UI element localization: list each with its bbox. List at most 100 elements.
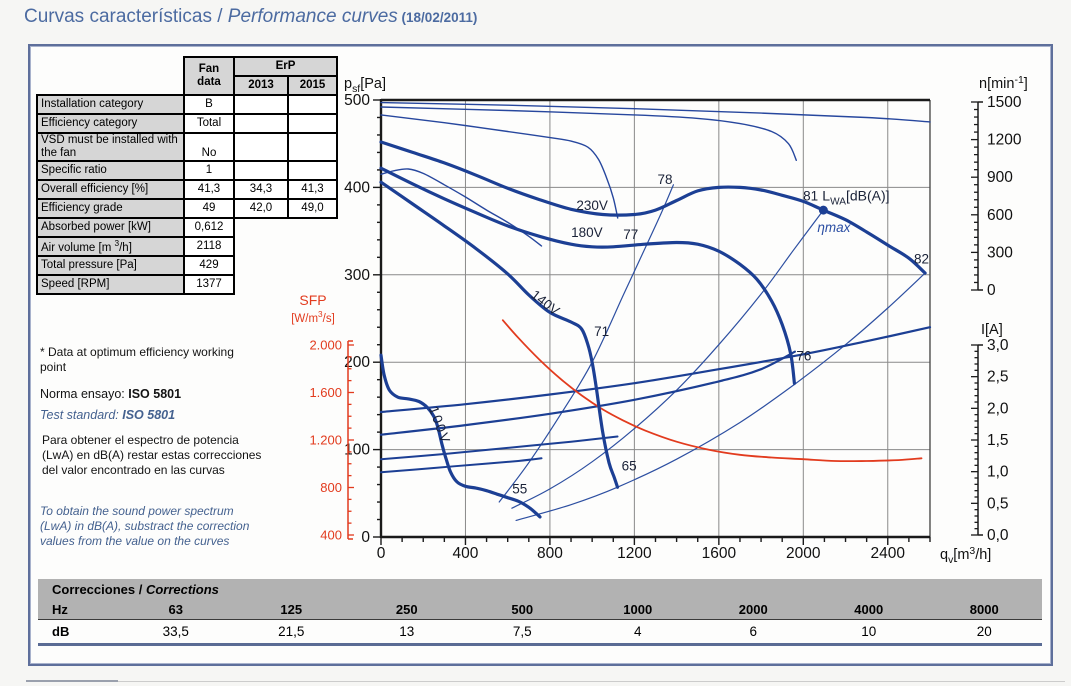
corrections-db-value: 7,5 xyxy=(464,619,580,645)
svg-text:n[min-1]: n[min-1] xyxy=(979,75,1028,92)
page-title: Curvas características / Performance cur… xyxy=(24,6,477,28)
fan-table-row-label: Installation category xyxy=(36,94,185,115)
svg-text:900: 900 xyxy=(987,169,1013,186)
note-test: Test standard: ISO 5801 xyxy=(40,408,175,424)
chart-label-180v: 180V xyxy=(571,225,603,240)
note-es: Para obtener el espectro de potencia (Lw… xyxy=(42,433,262,477)
fan-table-row-label: Specific ratio xyxy=(36,160,185,182)
chart-label-100v: 100V xyxy=(426,404,454,446)
corrections-db-value: 4 xyxy=(580,619,696,645)
note-star: * Data at optimum efficiency working poi… xyxy=(40,345,234,374)
corrections-db-value: 20 xyxy=(926,619,1042,645)
curve-pressure-140V xyxy=(379,180,620,489)
fan-table-erp-2013 xyxy=(233,113,289,134)
svg-text:1,5: 1,5 xyxy=(987,432,1009,449)
fan-table-row-value: 1 xyxy=(183,160,235,182)
performance-chart: 0 400 800 1200 1600 2000 2400 0 100 200 300 400 500p… xyxy=(291,75,1028,566)
note-test-value: ISO 5801 xyxy=(122,408,176,422)
chart-label-81: 81 xyxy=(803,189,818,204)
svg-text:500: 500 xyxy=(344,92,370,109)
chart-label-77: 77 xyxy=(623,227,638,242)
svg-text:psf[Pa]: psf[Pa] xyxy=(344,76,386,95)
svg-text:2000: 2000 xyxy=(786,545,821,562)
svg-text:300: 300 xyxy=(987,244,1013,261)
fan-table-erp-2013 xyxy=(233,94,289,115)
fan-table-erp-2015: 49,0 xyxy=(287,198,338,220)
svg-text:0: 0 xyxy=(377,545,386,562)
fan-table-erp-2013 xyxy=(233,160,289,182)
svg-text:2,0: 2,0 xyxy=(987,400,1009,417)
fan-table-cell xyxy=(37,76,184,95)
svg-text:300: 300 xyxy=(344,267,370,284)
fan-table-header-2015: 2015 xyxy=(287,75,338,96)
svg-text:2.000: 2.000 xyxy=(309,338,342,353)
curve-speed-180V xyxy=(380,106,797,161)
note-norma: Norma ensayo: ISO 5801 xyxy=(40,387,181,403)
corrections-freq: 2000 xyxy=(695,599,811,620)
corrections-freq: 8000 xyxy=(926,599,1042,620)
performance-chart-wrap: 0 400 800 1200 1600 2000 2400 0 100 200 300 400 500 p… xyxy=(280,58,1055,580)
svg-text:400: 400 xyxy=(453,545,479,562)
fan-table-header-2013: 2013 xyxy=(233,75,289,96)
svg-text:1500: 1500 xyxy=(987,94,1022,111)
note-norma-prefix: Norma ensayo: xyxy=(40,387,129,401)
fan-data-table-body: Fan data ErP 2013 2015 Installation category B… xyxy=(36,56,338,296)
svg-text:200: 200 xyxy=(344,354,370,371)
title-en: Performance curves xyxy=(227,6,398,27)
svg-text:3,0: 3,0 xyxy=(987,337,1009,354)
corrections-db-value: 6 xyxy=(695,619,811,645)
chart-label-82: 82 xyxy=(914,251,929,266)
svg-text:2400: 2400 xyxy=(871,545,906,562)
chart-label-140v: 140V xyxy=(528,287,562,318)
curve-system-line-55-78 xyxy=(498,184,674,503)
svg-text:0,0: 0,0 xyxy=(987,527,1009,544)
chart-label-78: 78 xyxy=(657,172,672,187)
curve-current-230V xyxy=(379,326,932,414)
svg-text:1.600: 1.600 xyxy=(309,385,342,400)
fan-table-row-value: B xyxy=(183,94,235,115)
fan-table-erp-2015: 41,3 xyxy=(287,179,338,201)
title-date: (18/02/2011) xyxy=(397,10,478,25)
svg-text:800: 800 xyxy=(537,545,563,562)
curve-speed-140V xyxy=(380,114,619,219)
curve-pressure-180V xyxy=(379,166,796,385)
curve-current-180V xyxy=(379,350,796,436)
corrections-db-value: 21,5 xyxy=(233,619,349,645)
curve-speed-230V xyxy=(380,101,931,123)
corrections-title: Correcciones / Corrections xyxy=(38,579,1042,599)
fan-table-erp-2013: 42,0 xyxy=(233,198,289,220)
corrections-freq: 125 xyxy=(233,599,349,620)
svg-text:I[A]: I[A] xyxy=(981,322,1003,338)
corrections-table: Correcciones / Corrections Hz 63 125 250 500 1… xyxy=(38,579,1042,646)
svg-text:100: 100 xyxy=(344,442,370,459)
curve-current-100V xyxy=(380,457,543,474)
fan-table-row-label: VSD must be installed with the fan xyxy=(36,131,185,163)
svg-text:2,5: 2,5 xyxy=(987,369,1009,386)
svg-text:qv[m3/h]: qv[m3/h] xyxy=(940,546,991,566)
fan-data-table: Fan data ErP 2013 2015 Installation category B… xyxy=(36,56,338,296)
chart-label-65: 65 xyxy=(622,459,637,474)
svg-text:1.200: 1.200 xyxy=(309,433,342,448)
svg-text:1600: 1600 xyxy=(702,545,737,562)
note-test-prefix: Test standard: xyxy=(40,408,123,422)
fan-table-row-value: Total xyxy=(183,113,235,134)
svg-text:1200: 1200 xyxy=(617,545,652,562)
corrections-db-label: dB xyxy=(38,619,118,645)
fan-table-row-label: Air volume [m 3/h] xyxy=(36,236,185,258)
svg-text:SFP: SFP xyxy=(299,292,326,308)
svg-text:1,0: 1,0 xyxy=(987,464,1009,481)
svg-text:600: 600 xyxy=(987,207,1013,224)
footer-divider xyxy=(26,681,1065,682)
fan-table-row-label: Absorbed power [kW] xyxy=(36,217,185,239)
fan-table-row-value: 429 xyxy=(183,255,235,277)
fan-table-row-label: Speed [RPM] xyxy=(36,274,185,296)
fan-table-row-value: No xyxy=(183,131,235,163)
note-norma-value: ISO 5801 xyxy=(128,387,182,401)
svg-text:[W/m3/s]: [W/m3/s] xyxy=(291,310,335,325)
fan-table-row-label: Total pressure [Pa] xyxy=(36,255,185,277)
chart-label-lwadba: LWA[dB(A)] xyxy=(822,188,889,208)
svg-text:0: 0 xyxy=(987,282,996,299)
curve-current-140V xyxy=(380,435,619,461)
fan-table-header-erp: ErP xyxy=(233,56,338,77)
curve-pressure-230V xyxy=(379,140,927,275)
